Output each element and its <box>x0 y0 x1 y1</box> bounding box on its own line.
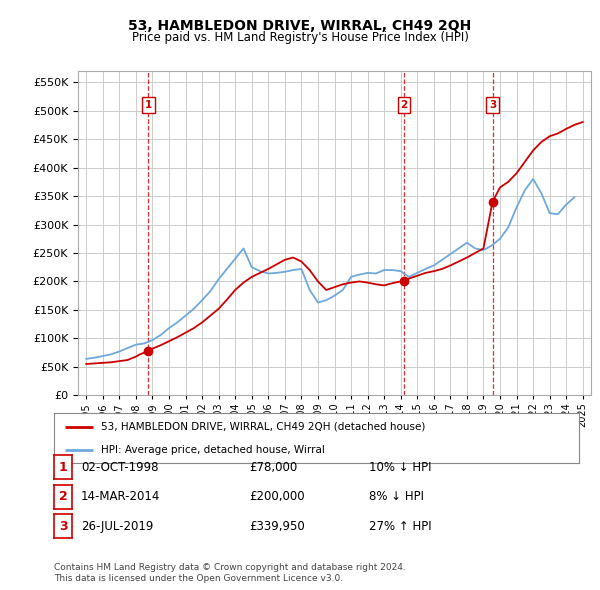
Text: 2: 2 <box>59 490 67 503</box>
Text: 53, HAMBLEDON DRIVE, WIRRAL, CH49 2QH (detached house): 53, HAMBLEDON DRIVE, WIRRAL, CH49 2QH (d… <box>101 421 425 431</box>
Text: £339,950: £339,950 <box>249 520 305 533</box>
Text: 14-MAR-2014: 14-MAR-2014 <box>81 490 160 503</box>
Text: 8% ↓ HPI: 8% ↓ HPI <box>369 490 424 503</box>
Text: £200,000: £200,000 <box>249 490 305 503</box>
Text: 27% ↑ HPI: 27% ↑ HPI <box>369 520 431 533</box>
Text: £78,000: £78,000 <box>249 461 297 474</box>
Text: 02-OCT-1998: 02-OCT-1998 <box>81 461 158 474</box>
Text: This data is licensed under the Open Government Licence v3.0.: This data is licensed under the Open Gov… <box>54 574 343 583</box>
Text: 53, HAMBLEDON DRIVE, WIRRAL, CH49 2QH: 53, HAMBLEDON DRIVE, WIRRAL, CH49 2QH <box>128 19 472 33</box>
Text: 3: 3 <box>489 100 496 110</box>
Text: 26-JUL-2019: 26-JUL-2019 <box>81 520 154 533</box>
Text: HPI: Average price, detached house, Wirral: HPI: Average price, detached house, Wirr… <box>101 445 325 455</box>
Text: 10% ↓ HPI: 10% ↓ HPI <box>369 461 431 474</box>
Text: 2: 2 <box>400 100 407 110</box>
Text: Price paid vs. HM Land Registry's House Price Index (HPI): Price paid vs. HM Land Registry's House … <box>131 31 469 44</box>
Text: 1: 1 <box>59 461 67 474</box>
Text: 3: 3 <box>59 520 67 533</box>
Text: Contains HM Land Registry data © Crown copyright and database right 2024.: Contains HM Land Registry data © Crown c… <box>54 563 406 572</box>
Text: 1: 1 <box>145 100 152 110</box>
